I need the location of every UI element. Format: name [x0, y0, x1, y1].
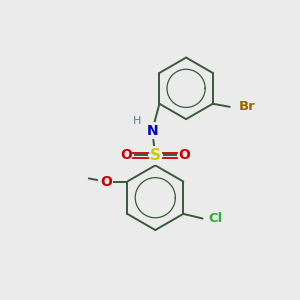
- Text: N: N: [146, 124, 158, 138]
- Text: H: H: [133, 116, 141, 126]
- Text: S: S: [150, 148, 161, 163]
- Text: O: O: [100, 175, 112, 188]
- Text: Br: Br: [239, 100, 256, 113]
- Text: O: O: [178, 148, 190, 162]
- Text: Cl: Cl: [209, 212, 223, 225]
- Text: O: O: [120, 148, 132, 162]
